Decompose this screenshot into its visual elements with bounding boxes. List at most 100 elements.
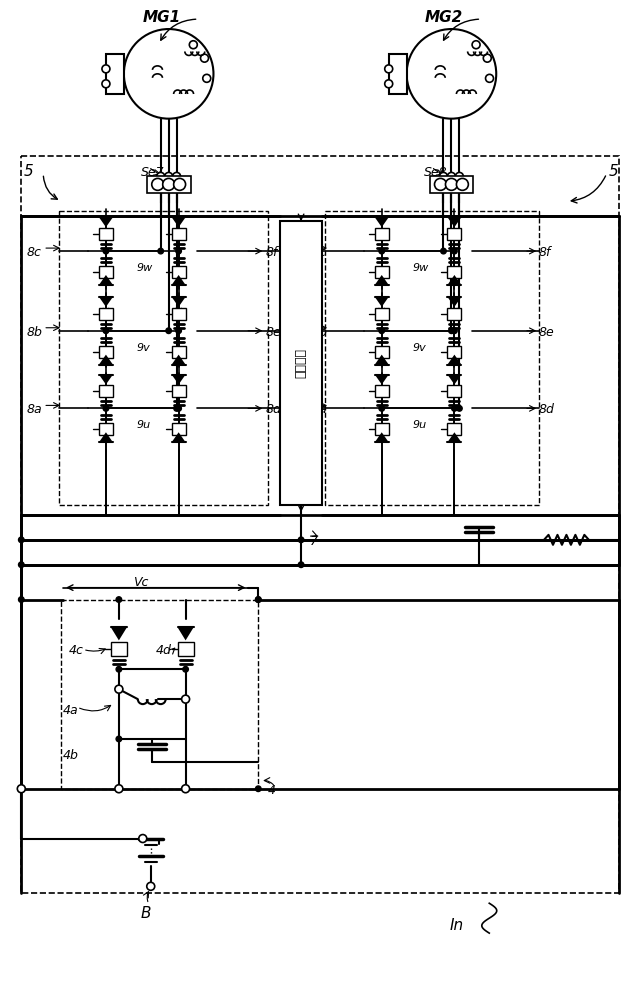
Bar <box>178 642 193 656</box>
Circle shape <box>19 786 24 792</box>
Circle shape <box>256 786 261 792</box>
Circle shape <box>176 248 182 254</box>
Circle shape <box>124 29 214 119</box>
Circle shape <box>455 172 464 180</box>
Bar <box>447 228 462 240</box>
Text: 驱动电路: 驱动电路 <box>295 348 308 378</box>
Circle shape <box>385 80 393 88</box>
Bar <box>171 346 186 358</box>
Polygon shape <box>99 275 113 285</box>
Bar <box>375 346 388 358</box>
Circle shape <box>451 406 457 411</box>
Circle shape <box>379 406 385 411</box>
Polygon shape <box>171 355 186 365</box>
Text: 5: 5 <box>609 164 618 179</box>
Circle shape <box>103 406 108 411</box>
Text: 9u: 9u <box>137 420 151 430</box>
Circle shape <box>406 29 496 119</box>
Text: 8d: 8d <box>539 403 555 416</box>
Circle shape <box>200 54 209 62</box>
Bar <box>61 600 258 789</box>
Circle shape <box>385 65 393 73</box>
Polygon shape <box>375 375 388 385</box>
Bar <box>447 423 462 435</box>
Circle shape <box>256 597 261 602</box>
Text: MG2: MG2 <box>424 10 463 25</box>
Bar <box>325 211 539 505</box>
Bar <box>171 423 186 435</box>
Text: 4c: 4c <box>69 644 84 657</box>
Circle shape <box>139 835 147 843</box>
Circle shape <box>456 178 469 190</box>
Circle shape <box>189 41 197 49</box>
Bar <box>99 308 113 320</box>
Bar <box>171 385 186 397</box>
Circle shape <box>174 406 179 411</box>
Text: 4b: 4b <box>63 749 79 762</box>
Circle shape <box>446 178 457 190</box>
Text: In: In <box>449 918 464 933</box>
Text: 8c: 8c <box>312 246 327 259</box>
Text: 8a: 8a <box>26 403 42 416</box>
Bar <box>280 221 322 505</box>
Text: Se7: Se7 <box>141 166 164 179</box>
Polygon shape <box>99 217 113 227</box>
Polygon shape <box>447 275 462 285</box>
Polygon shape <box>447 217 462 227</box>
Bar <box>171 228 186 240</box>
Text: 5: 5 <box>23 164 33 179</box>
Circle shape <box>456 406 462 411</box>
Text: 8c: 8c <box>26 246 41 259</box>
Circle shape <box>379 328 385 334</box>
Polygon shape <box>375 297 388 307</box>
Bar <box>375 423 388 435</box>
Circle shape <box>102 65 110 73</box>
Text: 4d: 4d <box>156 644 171 657</box>
Circle shape <box>485 74 494 82</box>
Polygon shape <box>111 627 127 640</box>
Circle shape <box>472 41 480 49</box>
Text: 9v: 9v <box>137 343 151 353</box>
Bar <box>375 228 388 240</box>
Polygon shape <box>171 375 186 385</box>
Circle shape <box>435 178 446 190</box>
Polygon shape <box>447 432 462 442</box>
Polygon shape <box>178 627 193 640</box>
Circle shape <box>147 882 155 890</box>
Bar <box>171 308 186 320</box>
Bar <box>447 308 462 320</box>
Polygon shape <box>171 432 186 442</box>
Circle shape <box>19 537 24 543</box>
Text: 8f: 8f <box>539 246 551 259</box>
Text: 8d: 8d <box>265 403 281 416</box>
Bar <box>59 211 268 505</box>
Circle shape <box>17 785 25 793</box>
Polygon shape <box>99 297 113 307</box>
Circle shape <box>162 178 175 190</box>
Polygon shape <box>171 217 186 227</box>
Text: 4a: 4a <box>63 704 79 717</box>
Polygon shape <box>447 297 462 307</box>
Circle shape <box>116 736 122 742</box>
Circle shape <box>103 248 108 254</box>
Circle shape <box>299 537 304 543</box>
Circle shape <box>447 172 455 180</box>
Circle shape <box>451 248 457 254</box>
Circle shape <box>483 54 491 62</box>
Circle shape <box>173 178 186 190</box>
Circle shape <box>116 666 122 672</box>
Circle shape <box>440 172 447 180</box>
Circle shape <box>173 172 180 180</box>
Circle shape <box>183 786 188 792</box>
Text: 9u: 9u <box>413 420 427 430</box>
Polygon shape <box>99 432 113 442</box>
Bar <box>99 228 113 240</box>
Circle shape <box>440 248 446 254</box>
Circle shape <box>103 328 108 334</box>
Polygon shape <box>171 297 186 307</box>
Text: Se8: Se8 <box>424 166 447 179</box>
Text: 7: 7 <box>310 535 318 548</box>
Bar <box>171 266 186 278</box>
Text: B: B <box>141 906 151 921</box>
Bar <box>388 54 406 94</box>
